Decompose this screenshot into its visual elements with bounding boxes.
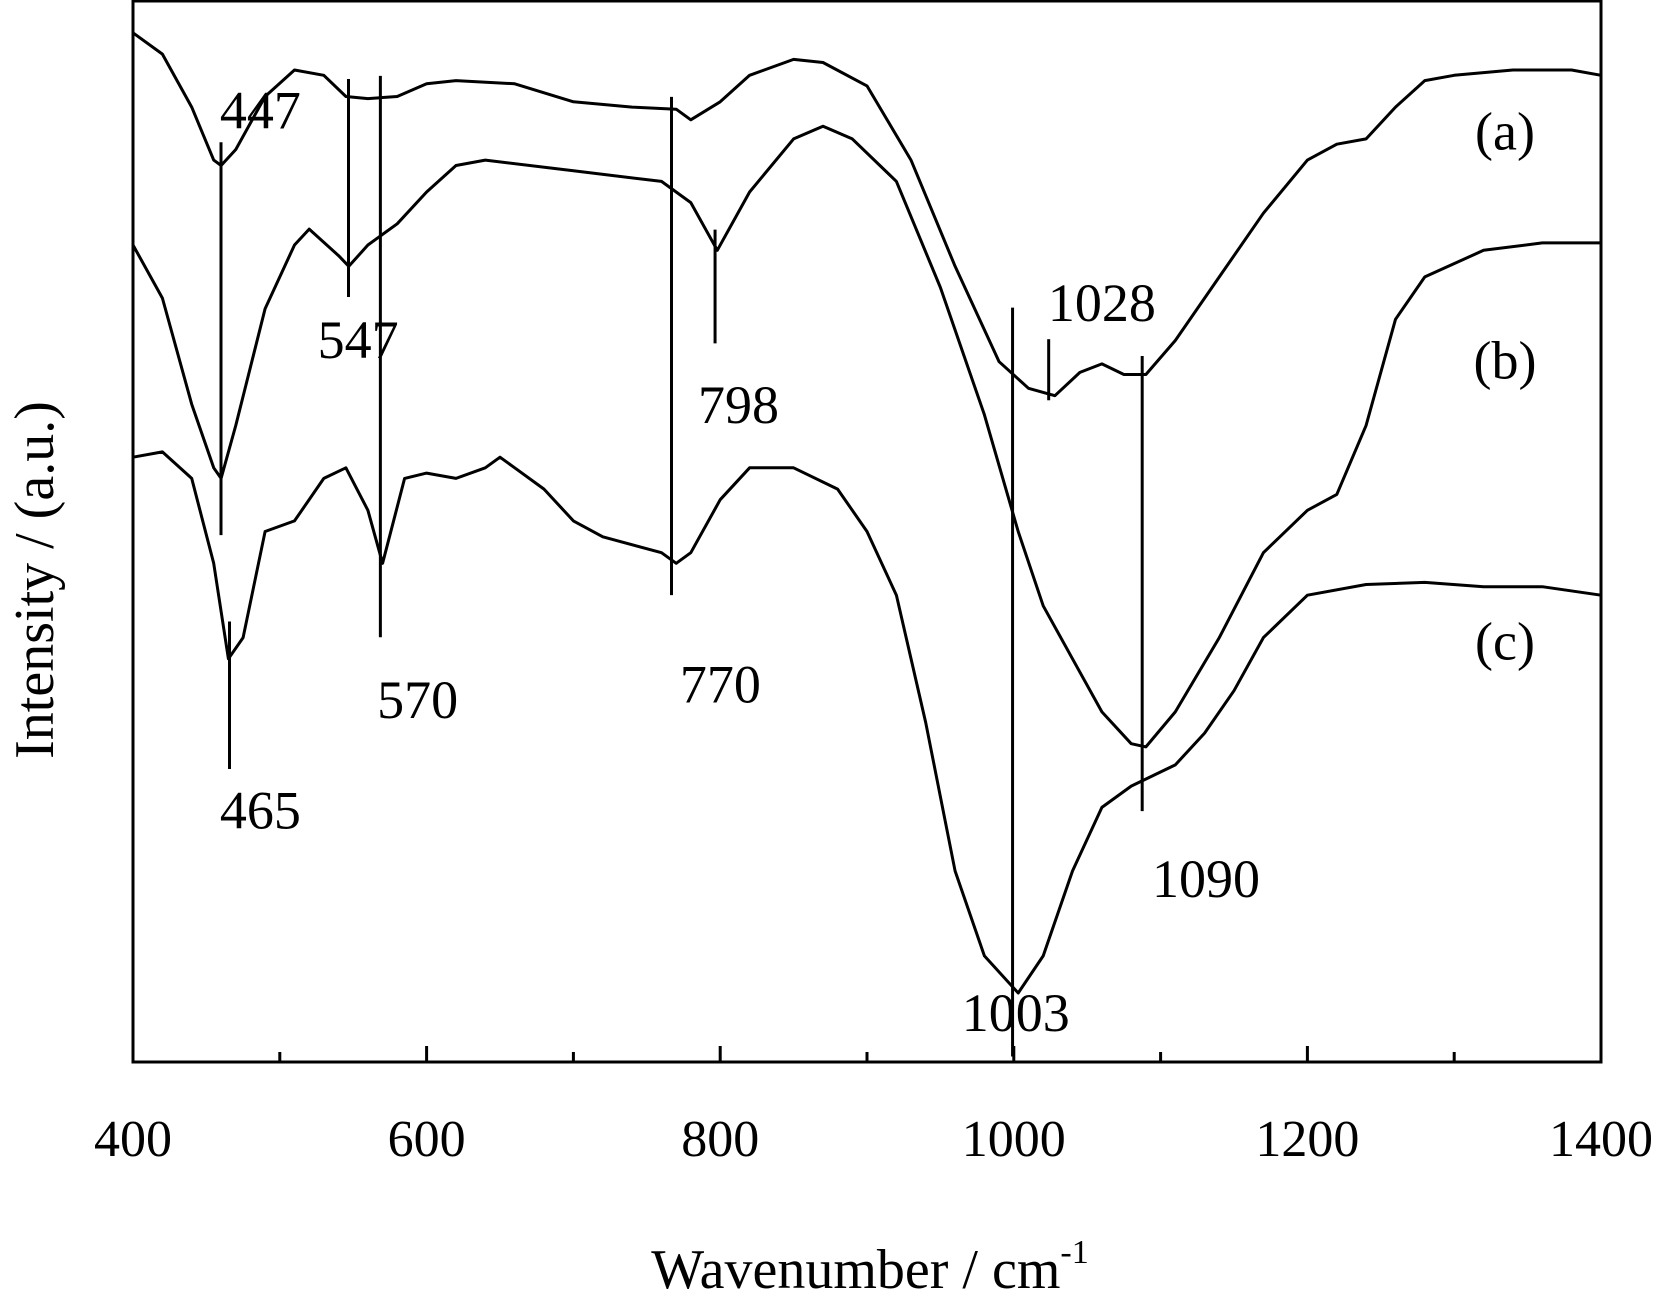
- peak-label: 1090: [1152, 849, 1260, 909]
- x-tick-label: 1400: [1549, 1111, 1653, 1168]
- x-axis-title-text: Wavenumber / cm: [651, 1239, 1060, 1301]
- series-label: (a): [1475, 101, 1535, 161]
- x-tick-label: 600: [388, 1111, 466, 1168]
- peak-label: 570: [377, 670, 458, 730]
- y-axis-title: Intensity / (a.u.): [4, 401, 66, 759]
- x-tick-label: 1000: [962, 1111, 1066, 1168]
- x-axis-title: Wavenumber / cm-1: [651, 1234, 1088, 1301]
- spectrum-line: [131, 124, 1601, 749]
- x-tick-label: 800: [681, 1111, 759, 1168]
- peak-label: 447: [220, 80, 301, 140]
- peak-label: 770: [680, 654, 761, 714]
- x-axis-title-sup: -1: [1060, 1234, 1088, 1271]
- series-label: (b): [1474, 330, 1537, 390]
- spectrum-line: [132, 450, 1602, 995]
- spectrum-line: [132, 31, 1602, 398]
- series-label: (c): [1475, 611, 1535, 671]
- x-tick-label: 1200: [1255, 1111, 1359, 1168]
- peak-label: 798: [698, 375, 779, 435]
- peak-label: 547: [318, 310, 399, 370]
- peak-label: 465: [220, 781, 301, 841]
- peak-label: 1003: [962, 983, 1070, 1043]
- x-tick-label: 400: [94, 1111, 172, 1168]
- peak-label: 1028: [1048, 273, 1156, 333]
